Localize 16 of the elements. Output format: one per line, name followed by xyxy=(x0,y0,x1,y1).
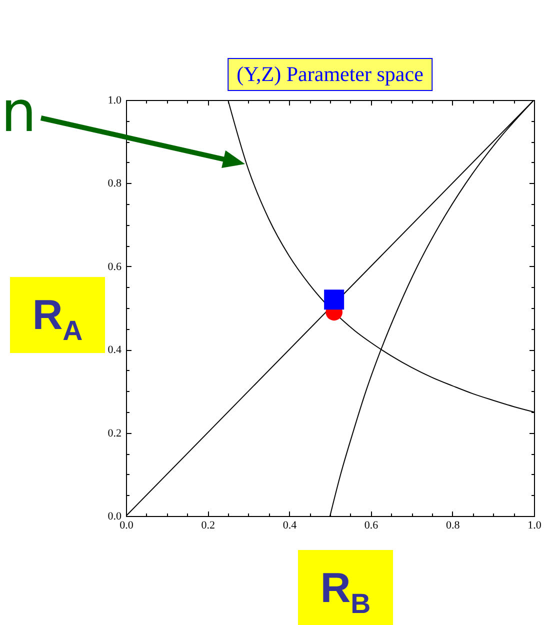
x-tick-label: 1.0 xyxy=(528,520,542,532)
text: n xyxy=(1,80,36,145)
x-axis-title: R$_{B}$ xyxy=(320,564,371,619)
y-tick-label: 0.2 xyxy=(108,427,122,440)
y-axis-title: R$_{A}$ xyxy=(32,291,83,346)
x-tick-label: 0.8 xyxy=(446,520,460,532)
y-tick-label: 0.8 xyxy=(108,178,122,190)
x-tick-label: 0.0 xyxy=(120,520,134,532)
y-tick-label: 0.0 xyxy=(108,510,122,522)
x-tick-label: 0.6 xyxy=(364,520,379,532)
y-tick-label: 0.6 xyxy=(108,260,122,273)
x-tick-label: 0.4 xyxy=(282,520,298,532)
chart-title: (Y,Z) Parameter space xyxy=(228,58,432,92)
y-tick-label: 1.0 xyxy=(108,94,122,106)
x-tick-label: 0.2 xyxy=(201,520,215,532)
y-tick-label: 0.4 xyxy=(108,344,122,356)
